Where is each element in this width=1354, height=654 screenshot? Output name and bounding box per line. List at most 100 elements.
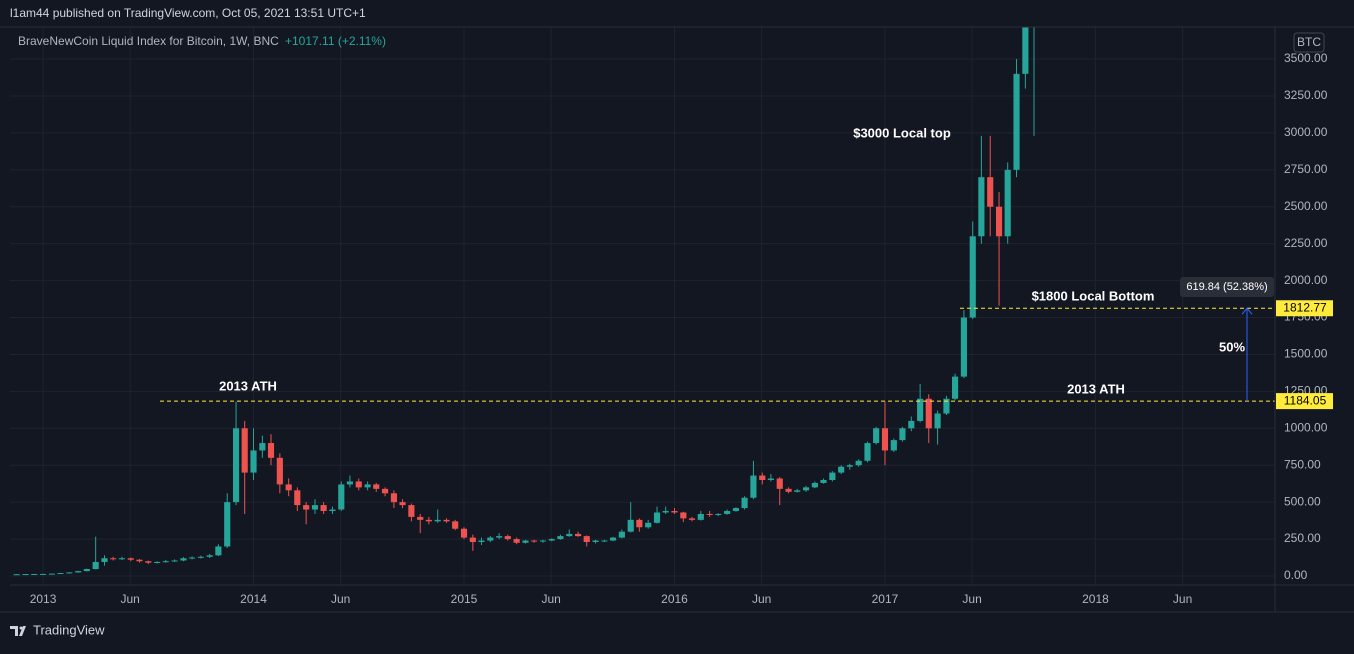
candle-body [548, 539, 555, 541]
candle-body [241, 428, 248, 473]
candle-body [136, 559, 143, 562]
candle-body [908, 420, 915, 429]
candle-body [978, 177, 985, 237]
candle-body [504, 536, 511, 540]
candle-body [180, 558, 187, 561]
candle-body [145, 561, 152, 563]
publisher: l1am44 published on TradingView.com, Oct… [10, 6, 366, 20]
candle-body [627, 519, 634, 532]
measure-arrowhead [1241, 307, 1253, 315]
x-tick-label: 2013 [30, 592, 57, 606]
candle-body [960, 317, 967, 377]
candle-body [48, 573, 55, 575]
candle-body [311, 505, 319, 510]
candle-body [592, 540, 599, 543]
candle-body [575, 533, 582, 537]
annotation: 2013 ATH [1067, 381, 1125, 396]
currency-box [1293, 32, 1325, 53]
footer-brand: TradingView [33, 622, 105, 637]
candle-body [829, 472, 836, 480]
y-tick-label: 1000.00 [1284, 420, 1328, 434]
candle-body [92, 561, 99, 570]
candle-body [566, 533, 573, 537]
candle-body [838, 466, 845, 473]
x-tick-label: Jun [752, 592, 771, 606]
candle-body [452, 521, 459, 529]
candle-body [250, 450, 257, 473]
candle-body [662, 511, 669, 513]
candle-body [31, 573, 38, 575]
candle-body [110, 558, 117, 560]
y-tick-label: 3000.00 [1284, 125, 1328, 139]
candle-body [776, 478, 783, 489]
annotation: $1800 Local Bottom [1032, 288, 1155, 303]
candle-body [364, 484, 371, 488]
annotation: 2013 ATH [219, 378, 277, 393]
candle-body [855, 460, 862, 466]
x-tick-label: Jun [121, 592, 140, 606]
candle-body [873, 428, 880, 444]
y-tick-label: 2250.00 [1284, 236, 1328, 250]
candle-body [408, 505, 415, 517]
candle-body [39, 573, 47, 575]
candle-body [487, 537, 494, 541]
candle-body [1022, 27, 1029, 74]
y-tick-label: 3250.00 [1284, 88, 1328, 102]
candle-body [881, 428, 889, 451]
candle-body [22, 574, 29, 576]
candle-body [899, 428, 906, 441]
candle-body [232, 428, 240, 503]
y-tick-label: 2000.00 [1284, 273, 1328, 287]
candle-body [724, 511, 731, 514]
candle-body [846, 465, 853, 467]
candle-body [285, 484, 292, 491]
candle-body [188, 557, 196, 559]
candle-body [478, 540, 485, 543]
candle-body [680, 512, 687, 519]
candle-body [215, 546, 222, 556]
candle-body [653, 512, 661, 523]
symbol-title: BraveNewCoin Liquid Index for Bitcoin, 1… [18, 34, 279, 48]
candle-body [382, 488, 389, 494]
candle-body [522, 540, 529, 543]
candle-body [618, 531, 625, 538]
candle-body [583, 536, 590, 543]
candle-body [338, 484, 345, 510]
candle-body [425, 519, 432, 522]
candle-body [601, 540, 608, 542]
candle-body [434, 519, 441, 522]
price-label-box [1276, 393, 1333, 410]
y-tick-label: 2750.00 [1284, 162, 1328, 176]
annotation: 50% [1219, 339, 1245, 354]
candle-body [101, 558, 108, 562]
candle-body [75, 571, 82, 573]
candle-body [715, 513, 722, 515]
candle-body [469, 537, 476, 543]
candle-body [951, 376, 959, 399]
candle-body [917, 398, 924, 421]
x-tick-label: Jun [541, 592, 560, 606]
candle-body [671, 511, 678, 513]
x-tick-label: Jun [1173, 592, 1192, 606]
x-tick-label: 2018 [1082, 592, 1109, 606]
y-tick-label: 1500.00 [1284, 347, 1328, 361]
candle-body [83, 569, 90, 572]
candle-body [206, 555, 213, 557]
candle-body [329, 509, 336, 512]
price-label: 1812.77 [1283, 300, 1327, 314]
candle-body [802, 487, 810, 491]
candle-body [697, 513, 704, 520]
x-tick-label: Jun [962, 592, 981, 606]
candle-body [162, 561, 169, 563]
candle-body [706, 513, 713, 515]
price-label: 1184.05 [1284, 393, 1327, 407]
candle-body [303, 505, 310, 510]
candle-body [443, 519, 450, 522]
tv-logo [10, 626, 26, 636]
candle-body [943, 398, 950, 414]
y-tick-label: 0.00 [1284, 568, 1308, 582]
candles [13, 27, 1035, 576]
